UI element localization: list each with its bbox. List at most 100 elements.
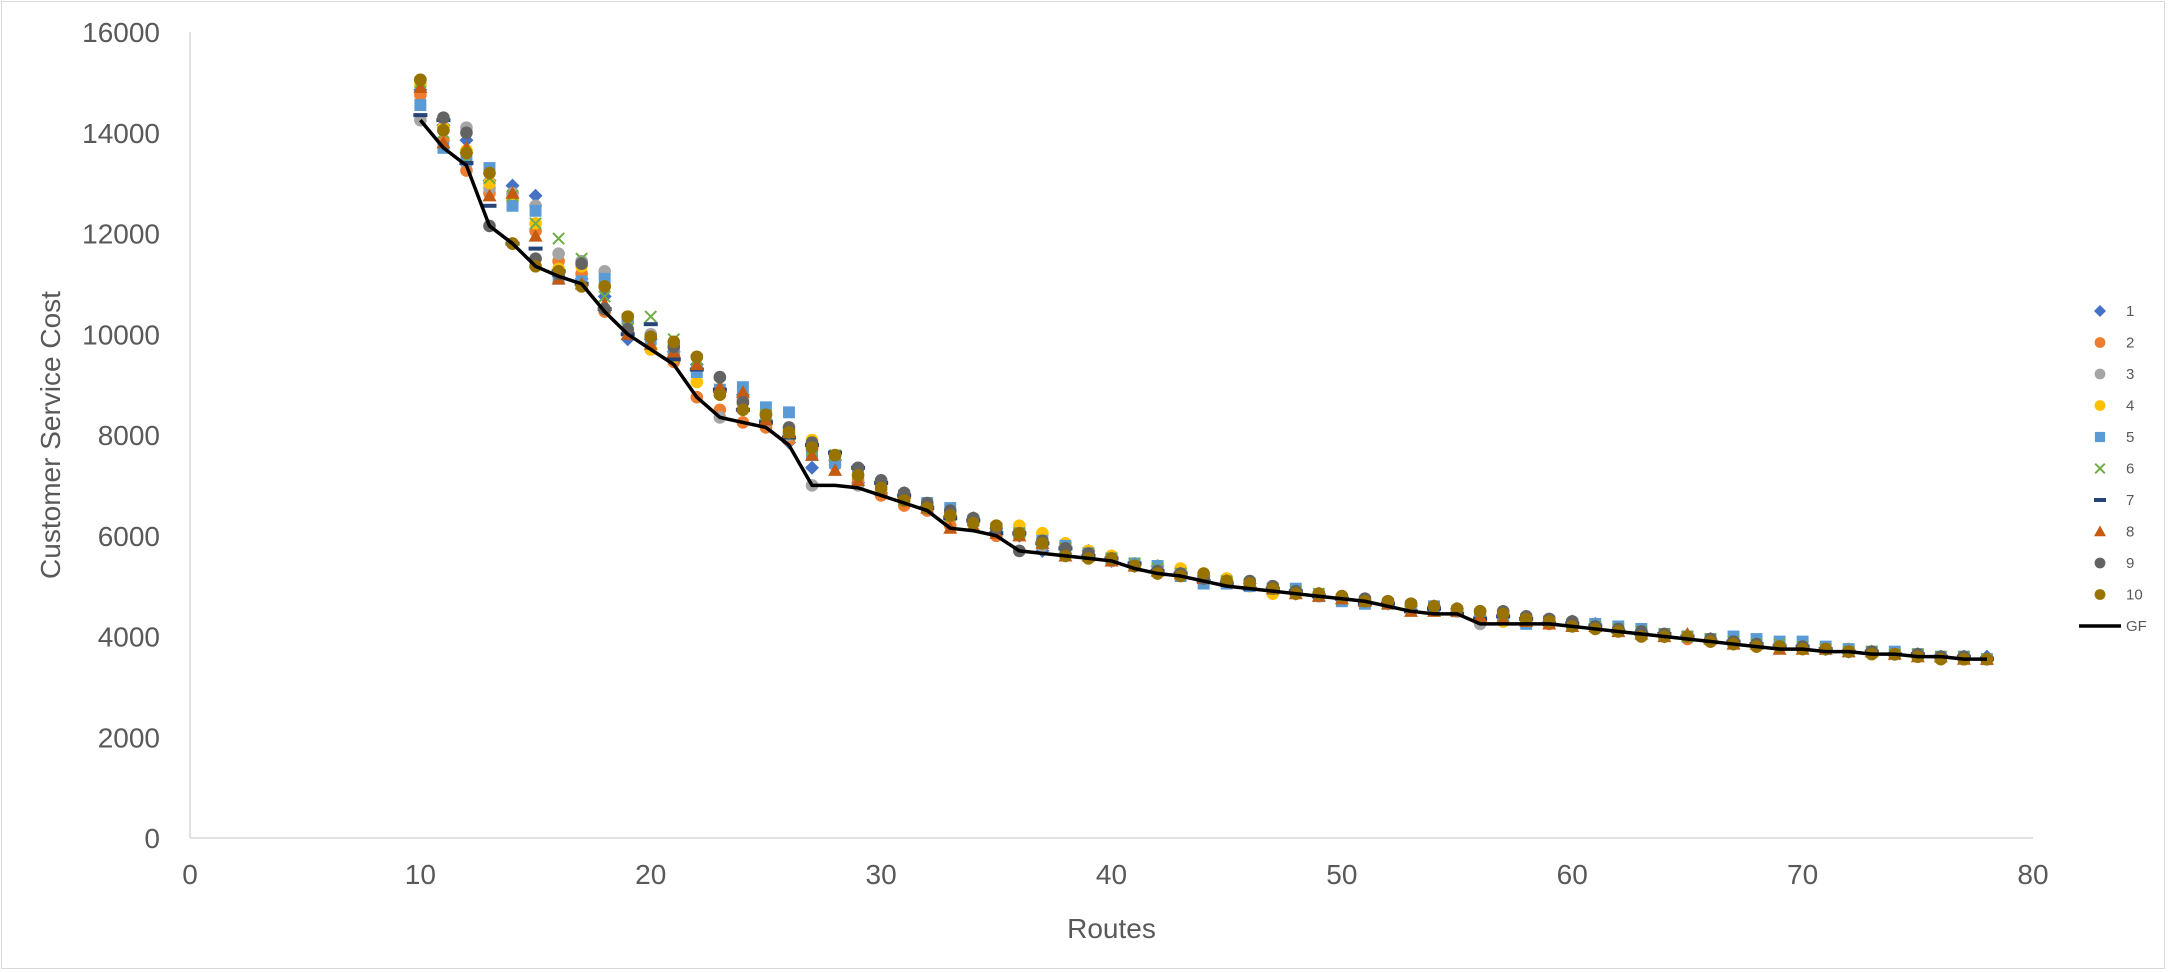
legend-marker [2094, 305, 2106, 317]
series-10 [414, 73, 1994, 666]
data-point [689, 357, 704, 371]
legend-marker [2094, 400, 2106, 411]
y-tick-label: 4000 [98, 622, 160, 653]
legend-label: 3 [2126, 366, 2134, 383]
data-point [460, 154, 473, 167]
data-point [1197, 567, 1210, 580]
data-point [1819, 642, 1832, 656]
legend-label: 2 [2126, 335, 2134, 352]
data-point [414, 99, 427, 111]
data-point [460, 126, 473, 140]
data-point [528, 229, 543, 242]
data-point [735, 385, 750, 398]
data-point [460, 146, 473, 160]
data-point [413, 80, 428, 94]
data-point [437, 123, 450, 137]
data-point [805, 441, 819, 454]
legend-item: GF [2079, 618, 2147, 635]
x-tick-label: 0 [182, 859, 198, 890]
y-tick-label: 0 [144, 823, 160, 854]
data-point [644, 330, 658, 344]
data-point [1773, 640, 1786, 653]
data-point [575, 257, 588, 271]
legend-label: 1 [2126, 303, 2134, 320]
legend-marker [2094, 589, 2106, 600]
y-tick-label: 2000 [98, 722, 160, 753]
y-tick-label: 16000 [82, 17, 160, 48]
data-point [482, 188, 497, 202]
data-point [598, 280, 611, 293]
x-tick-label: 80 [2017, 859, 2048, 890]
x-marker-stroke [2094, 462, 2106, 475]
legend-label: 9 [2126, 555, 2134, 572]
data-point [459, 160, 474, 165]
data-point [759, 401, 772, 414]
legend-label: 10 [2126, 587, 2143, 604]
data-point [413, 113, 428, 118]
data-point [505, 186, 520, 199]
data-point [666, 357, 681, 362]
x-marker-stroke [529, 217, 542, 230]
legend-marker [2094, 431, 2106, 443]
data-point [805, 448, 820, 461]
series-line [419, 119, 1987, 661]
data-point [828, 463, 843, 476]
x-tick-label: 30 [866, 859, 897, 890]
data-point [782, 426, 796, 439]
axes: 0 10 20 30 40 50 60 70 80 0 2000 4000 6000 8000 10000 1… [82, 17, 2048, 890]
data-point [851, 469, 865, 482]
data-point [1473, 605, 1487, 618]
legend: 1 2 3 4 5 6 7 8 9 10 GF [2079, 303, 2147, 635]
data-point [1013, 526, 1026, 540]
data-point [529, 204, 542, 217]
data-point [1496, 607, 1510, 621]
data-point [966, 516, 980, 530]
legend-item: 5 [2094, 429, 2134, 446]
data-point [1934, 652, 1948, 666]
data-point [552, 247, 565, 260]
data-point [713, 370, 727, 384]
x-marker-stroke [598, 290, 611, 303]
y-axis-title: Customer Service Cost [35, 291, 66, 579]
data-point [483, 166, 496, 180]
legend-marker [2094, 337, 2106, 348]
legend-label: 6 [2126, 461, 2134, 478]
legend-label: 7 [2126, 492, 2134, 509]
x-marker-stroke [644, 310, 658, 323]
data-point [528, 246, 543, 251]
series-gf [419, 119, 1987, 661]
legend-marker [2094, 498, 2106, 502]
legend-item: 1 [2094, 303, 2134, 320]
data-point [828, 448, 842, 462]
x-tick-label: 10 [405, 859, 436, 890]
y-tick-label: 6000 [98, 521, 160, 552]
data-point [598, 272, 611, 285]
data-point [598, 290, 611, 303]
data-point [644, 310, 658, 323]
data-point [1519, 612, 1533, 626]
data-point [1036, 537, 1049, 550]
legend-marker [2094, 557, 2106, 569]
legend-item: 3 [2094, 366, 2134, 383]
legend-item: 4 [2094, 398, 2134, 415]
data-point [783, 406, 795, 419]
x-tick-label: 40 [1096, 859, 1127, 890]
x-tick-label: 60 [1557, 859, 1588, 890]
legend-marker [2094, 462, 2106, 475]
data-point [529, 217, 542, 230]
data-point [1450, 602, 1464, 616]
legend-item: 10 [2094, 587, 2143, 604]
data-point [990, 519, 1003, 532]
data-point [759, 408, 773, 422]
x-marker-stroke [552, 232, 565, 245]
data-point [874, 481, 888, 495]
data-point [736, 403, 750, 417]
x-tick-label: 70 [1787, 859, 1818, 890]
y-tick-label: 10000 [82, 319, 160, 350]
legend-item: 8 [2094, 524, 2134, 541]
data-point [621, 310, 635, 323]
legend-label: 5 [2126, 429, 2134, 446]
data-point [713, 388, 727, 402]
data-point [667, 335, 681, 349]
